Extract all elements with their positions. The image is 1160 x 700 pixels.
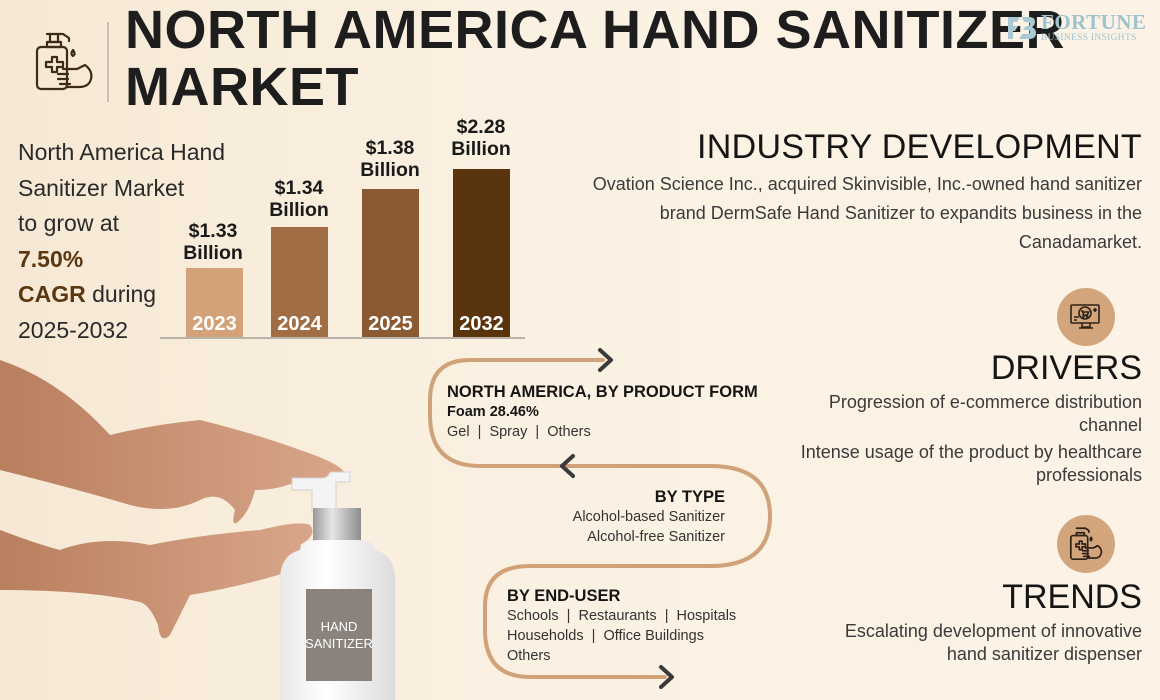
hand-sanitizer-icon xyxy=(35,32,93,91)
trends-title: TRENDS xyxy=(1002,578,1142,616)
industry-development-title: INDUSTRY DEVELOPMENT xyxy=(697,128,1142,166)
segment-product-form: NORTH AMERICA, BY PRODUCT FORM Foam 28.4… xyxy=(447,383,758,440)
bar-2023: 2023 xyxy=(186,268,243,337)
driver-item: Progression of e-commerce distribution c… xyxy=(828,392,1142,435)
trends-badge xyxy=(1057,515,1115,573)
svg-text:SANITIZER: SANITIZER xyxy=(305,636,373,651)
trends-text: Escalating development of innovative han… xyxy=(844,621,1142,664)
hand-sanitizer-icon xyxy=(1069,527,1103,561)
segment-flow-path xyxy=(428,348,773,689)
hands-and-sanitizer-photo: HAND SANITIZER xyxy=(0,360,395,700)
bar-label-2023: $1.33 Billion xyxy=(183,220,243,264)
cagr-label: CAGR xyxy=(18,281,86,307)
logo-name: FORTUNE xyxy=(1041,10,1147,34)
leading-segment: Foam 28.46% xyxy=(447,404,539,420)
logo-subtitle: BUSINESS INSIGHTS xyxy=(1041,33,1137,43)
market-size-bar-chart: $1.33 Billion 2023 $1.34 Billion 2024 $1.3… xyxy=(160,110,525,340)
bottle-label: HAND xyxy=(321,619,358,634)
bar-label-2032: $2.28 Billion xyxy=(451,116,511,160)
cagr-value: 7.50% xyxy=(18,245,84,272)
drivers-title: DRIVERS xyxy=(990,349,1142,387)
industry-development-text: Ovation Science Inc., acquired Skinvisib… xyxy=(592,174,1142,252)
bar-label-2025: $1.38 Billion xyxy=(360,137,420,181)
chevron-left-icon xyxy=(560,454,575,478)
drivers-list: Progression of e-commerce distribution c… xyxy=(762,391,1142,491)
chevron-right-icon xyxy=(598,348,613,372)
segment-type: BY TYPE Alcohol-based Sanitizer Alcohol-… xyxy=(572,488,725,545)
forecast-period: 2025-2032 xyxy=(18,316,128,343)
page-title: NORTH AMERICA HAND SANITIZER MARKET xyxy=(125,0,1065,117)
bar-2032: 2032 xyxy=(453,169,510,337)
header-divider xyxy=(107,22,109,102)
bar-label-2024: $1.34 Billion xyxy=(269,177,329,221)
market-summary: North America Hand Sanitizer Market to g… xyxy=(18,135,225,348)
bar-2024: 2024 xyxy=(271,227,328,337)
brand-logo: FORTUNE BUSINESS INSIGHTS xyxy=(1006,12,1146,44)
chevron-right-icon xyxy=(659,665,674,689)
drivers-badge xyxy=(1057,288,1115,346)
driver-item: Intense usage of the product by healthca… xyxy=(800,442,1142,485)
bar-2025: 2025 xyxy=(362,189,419,337)
ecommerce-monitor-icon xyxy=(1070,304,1100,329)
segment-end-user: BY END-USER Schools | Restaurants | Hosp… xyxy=(507,587,737,664)
chart-baseline xyxy=(160,337,525,339)
fortune-logo-icon xyxy=(1008,16,1036,39)
